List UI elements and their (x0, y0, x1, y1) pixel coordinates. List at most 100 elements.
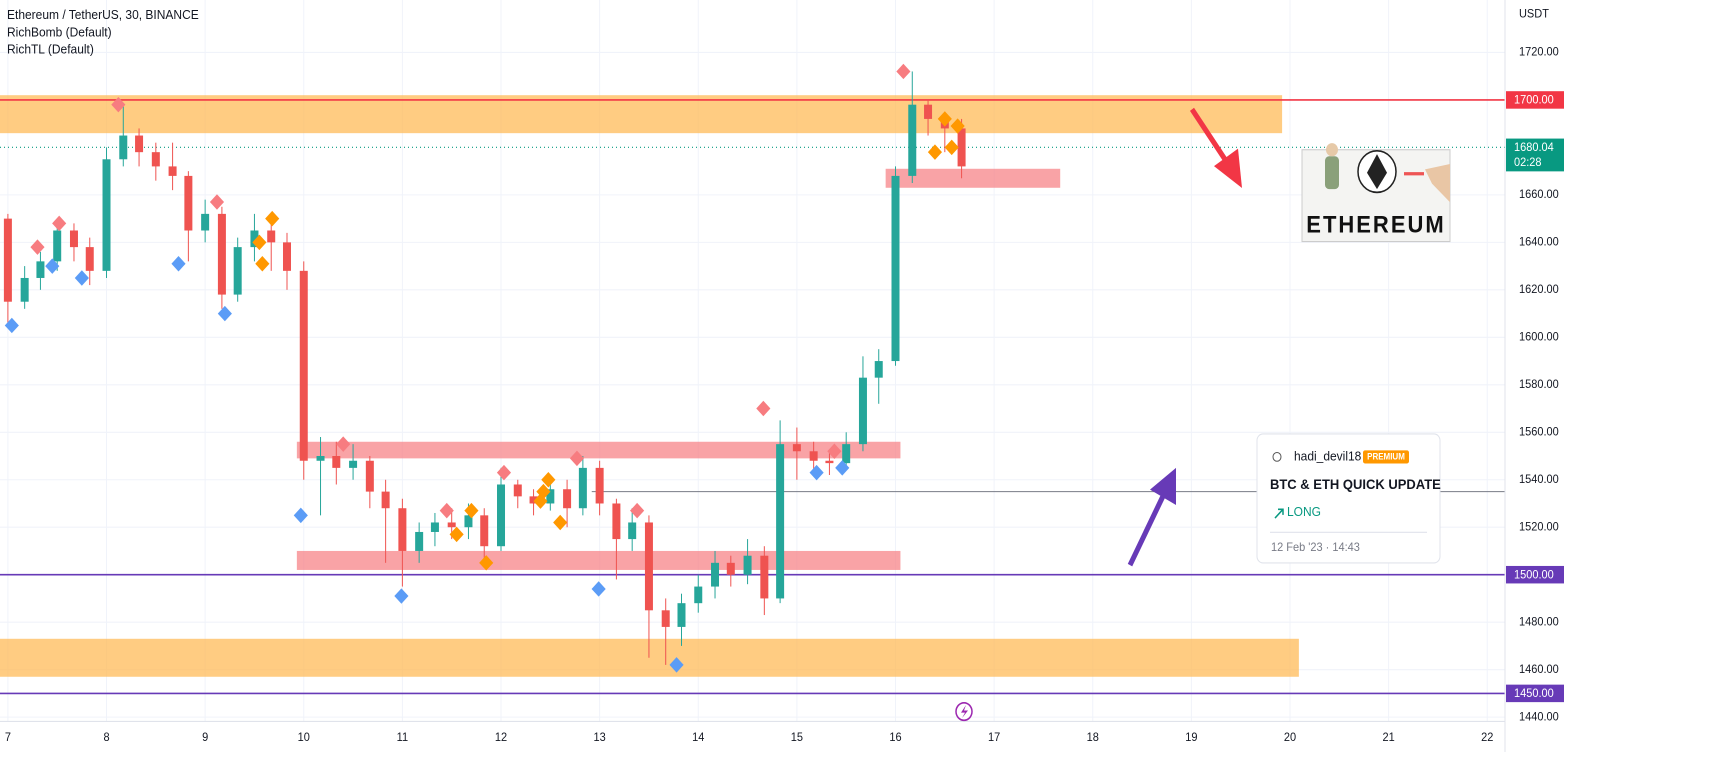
candle-body (924, 104, 933, 119)
y-tick-label: 1460.00 (1519, 663, 1559, 676)
x-tick-label: 20 (1284, 732, 1296, 745)
signal-marker (4, 317, 19, 334)
candle-body (578, 467, 587, 509)
candle-body (267, 230, 276, 243)
signal-marker (449, 526, 464, 543)
candle-body (711, 562, 720, 587)
candle-body (332, 456, 341, 468)
last-price-timer: 02:28 (1514, 156, 1542, 169)
candle-body (874, 361, 883, 378)
y-tick-label: 1620.00 (1519, 284, 1559, 297)
candle-body (825, 460, 834, 464)
x-tick-label: 21 (1383, 732, 1395, 745)
markers (4, 63, 965, 673)
candle-body (809, 451, 818, 461)
signal-marker (937, 111, 952, 127)
y-tick-label: 1440.00 (1519, 711, 1559, 724)
y-tick-label: 1480.00 (1519, 616, 1559, 629)
y-tick-label: 1660.00 (1519, 189, 1559, 202)
signal-marker (591, 581, 606, 597)
candle-body (316, 456, 325, 461)
signal-marker (630, 502, 645, 519)
last-price-label: 1680.04 (1514, 142, 1554, 155)
candle-body (908, 104, 917, 176)
signal-marker (479, 555, 494, 571)
candle-body (415, 531, 424, 551)
zone (296, 550, 901, 570)
candle-body (20, 277, 29, 302)
x-tick-label: 18 (1087, 732, 1099, 745)
y-tick-label: 1720.00 (1519, 46, 1559, 59)
candle-body (135, 135, 144, 153)
candle-body (644, 522, 653, 611)
candle-body (184, 175, 193, 231)
signal-marker (950, 118, 965, 134)
signal-marker (394, 588, 409, 604)
candle-body (168, 166, 177, 176)
candle-body (661, 610, 670, 627)
y-tick-label: 1640.00 (1519, 236, 1559, 249)
red-arrow (1189, 107, 1242, 188)
x-tick-label: 14 (692, 732, 705, 745)
candle-body (3, 218, 12, 302)
candle-body (464, 515, 473, 528)
idea-title[interactable]: BTC & ETH QUICK UPDATE (1270, 477, 1441, 493)
y-tick-label: 1540.00 (1519, 474, 1559, 487)
purple-arrow (1127, 467, 1176, 567)
signal-marker (439, 502, 454, 519)
candle-body (891, 175, 900, 362)
candle-body (743, 555, 752, 575)
lightning-icon[interactable] (955, 701, 973, 722)
idea-card[interactable]: hadi_devil18 PREMIUM BTC & ETH QUICK UPD… (1256, 433, 1441, 564)
x-tick-label: 22 (1481, 732, 1493, 745)
candle-body (612, 503, 621, 540)
author[interactable]: hadi_devil18 (1294, 449, 1361, 464)
signal-marker (293, 507, 308, 524)
x-tick-label: 8 (103, 732, 109, 745)
candle-body (497, 484, 506, 547)
candle-body (792, 444, 801, 452)
candle-body (447, 522, 456, 528)
signal-marker (255, 255, 270, 272)
x-tick-label: 12 (495, 732, 507, 745)
x-tick-label: 10 (298, 732, 310, 745)
signal-marker (835, 460, 850, 476)
candle-body (529, 496, 538, 504)
ethereum-image: ETHEREUM (1301, 143, 1451, 243)
candle-body (151, 152, 160, 167)
level-label-bg (1506, 91, 1564, 109)
x-tick-label: 16 (889, 732, 901, 745)
x-tick-label: 19 (1185, 732, 1197, 745)
candle-body (546, 489, 555, 504)
level-label-bg (1506, 565, 1564, 584)
candle-body (217, 213, 226, 295)
signal-marker (536, 483, 551, 500)
y-tick-label: 1520.00 (1519, 521, 1559, 534)
candle-body (233, 247, 242, 295)
signal-marker (171, 255, 186, 272)
x-tick-label: 11 (397, 732, 408, 745)
zone (885, 168, 1061, 188)
image-caption: ETHEREUM (1306, 211, 1445, 238)
zone (0, 95, 1283, 134)
direction: LONG (1287, 505, 1321, 520)
x-tick-label: 17 (988, 732, 1000, 745)
x-tick-label: 15 (791, 732, 803, 745)
y-tick-label: 1600.00 (1519, 331, 1559, 344)
level-label: 1450.00 (1514, 688, 1554, 701)
signal-marker (927, 144, 943, 160)
signal-marker (944, 139, 959, 156)
badge: PREMIUM (1367, 451, 1405, 461)
signal-marker (252, 234, 267, 251)
y-tick-label: 1560.00 (1519, 426, 1559, 439)
candle-body (694, 586, 703, 604)
date: 12 Feb '23 · 14:43 (1271, 541, 1360, 554)
candle-body (36, 261, 45, 278)
candle-body (760, 555, 769, 599)
candle-body (677, 603, 686, 627)
candle-body (299, 270, 308, 461)
candle-body (102, 159, 111, 271)
signal-marker (569, 450, 585, 467)
candle-body (381, 491, 390, 509)
